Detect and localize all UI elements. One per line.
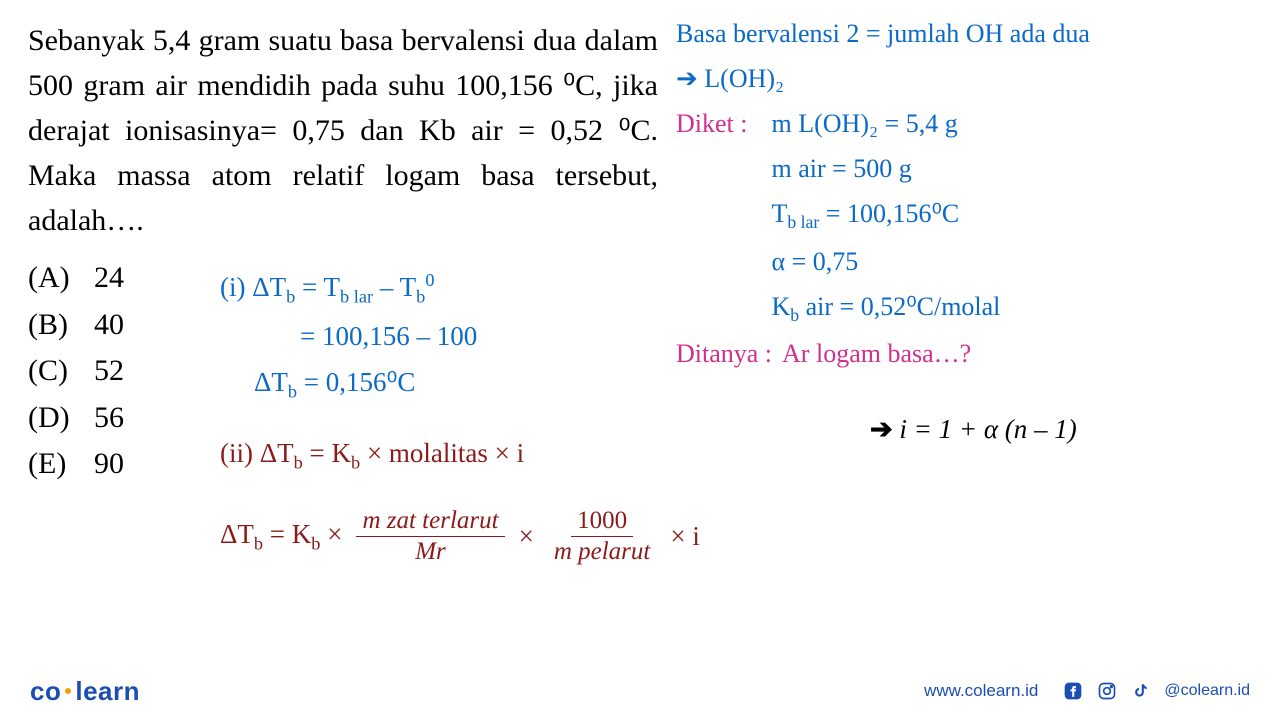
diket-mloh2: m L(OH)₂ = 5,4 g bbox=[772, 104, 1001, 143]
arrow-icon: ➔ bbox=[870, 414, 893, 444]
work-line-3: ΔTb = 0,156⁰C bbox=[254, 359, 524, 408]
socials: www.colearn.id @colearn.id bbox=[924, 680, 1250, 702]
logo-co: co bbox=[30, 676, 61, 707]
formula-row: ΔTb = Kb × m zat terlarut Mr × 1000 m pe… bbox=[220, 508, 700, 566]
facebook-icon bbox=[1062, 680, 1084, 702]
work-line-4: (ii) ΔTb = Kb × molalitas × i bbox=[220, 430, 524, 479]
option-value: 52 bbox=[94, 348, 124, 395]
annot-line-1: Basa bervalensi 2 = jumlah OH ada dua bbox=[676, 14, 1266, 53]
option-value: 56 bbox=[94, 395, 124, 442]
arrow-icon: ➔ bbox=[676, 64, 698, 93]
diket-tblar: Tb lar = 100,156⁰C bbox=[772, 194, 1001, 236]
frac1-num: m zat terlarut bbox=[356, 508, 504, 537]
footer-handle: @colearn.id bbox=[1164, 682, 1250, 700]
fraction-1: m zat terlarut Mr bbox=[356, 508, 504, 566]
times-1: × bbox=[519, 521, 534, 552]
brand-logo: co learn bbox=[30, 676, 140, 707]
annotation-right: Basa bervalensi 2 = jumlah OH ada dua ➔ … bbox=[676, 14, 1266, 379]
logo-dot-icon bbox=[65, 688, 71, 694]
ditanya-label: Ditanya : bbox=[676, 334, 772, 373]
frac2-den: m pelarut bbox=[548, 537, 657, 565]
formula-tail: × i bbox=[670, 521, 699, 552]
formula-lhs: ΔTb = Kb × bbox=[220, 519, 342, 554]
frac2-num: 1000 bbox=[571, 508, 633, 537]
problem-text: Sebanyak 5,4 gram suatu basa bervalensi … bbox=[28, 18, 658, 243]
tiktok-icon bbox=[1130, 680, 1152, 702]
option-letter: (A) bbox=[28, 255, 80, 302]
diket-row: Diket : m L(OH)₂ = 5,4 g m air = 500 g T… bbox=[676, 104, 1266, 328]
annot-loh2: L(OH)₂ bbox=[704, 64, 784, 93]
i-formula-text: i = 1 + α (n – 1) bbox=[899, 414, 1076, 444]
option-value: 40 bbox=[94, 302, 124, 349]
work-line-2: = 100,156 – 100 bbox=[300, 313, 524, 359]
option-letter: (D) bbox=[28, 395, 80, 442]
footer-url: www.colearn.id bbox=[924, 681, 1038, 701]
diket-label: Diket : bbox=[676, 104, 748, 328]
ditanya-row: Ditanya : Ar logam basa…? bbox=[676, 334, 1266, 373]
option-letter: (E) bbox=[28, 441, 80, 488]
footer: co learn www.colearn.id @colearn.id bbox=[0, 662, 1280, 720]
work-line-1: (i) ΔTb = Tb lar – Tb0 bbox=[220, 264, 524, 313]
option-value: 90 bbox=[94, 441, 124, 488]
work-area: (i) ΔTb = Tb lar – Tb0 = 100,156 – 100 Δ… bbox=[220, 264, 524, 479]
i-formula: ➔ i = 1 + α (n – 1) bbox=[870, 414, 1077, 445]
annot-line-2: ➔ L(OH)₂ bbox=[676, 59, 1266, 98]
diket-alpha: α = 0,75 bbox=[772, 242, 1001, 281]
diket-mair: m air = 500 g bbox=[772, 149, 1001, 188]
ditanya-text: Ar logam basa…? bbox=[782, 334, 971, 373]
option-e: (E) 90 bbox=[28, 441, 1252, 488]
diket-kbair: Kb air = 0,52⁰C/molal bbox=[772, 287, 1001, 329]
option-letter: (C) bbox=[28, 348, 80, 395]
fraction-2: 1000 m pelarut bbox=[548, 508, 657, 566]
frac1-den: Mr bbox=[409, 537, 452, 565]
instagram-icon bbox=[1096, 680, 1118, 702]
option-letter: (B) bbox=[28, 302, 80, 349]
option-value: 24 bbox=[94, 255, 124, 302]
logo-learn: learn bbox=[75, 676, 140, 707]
